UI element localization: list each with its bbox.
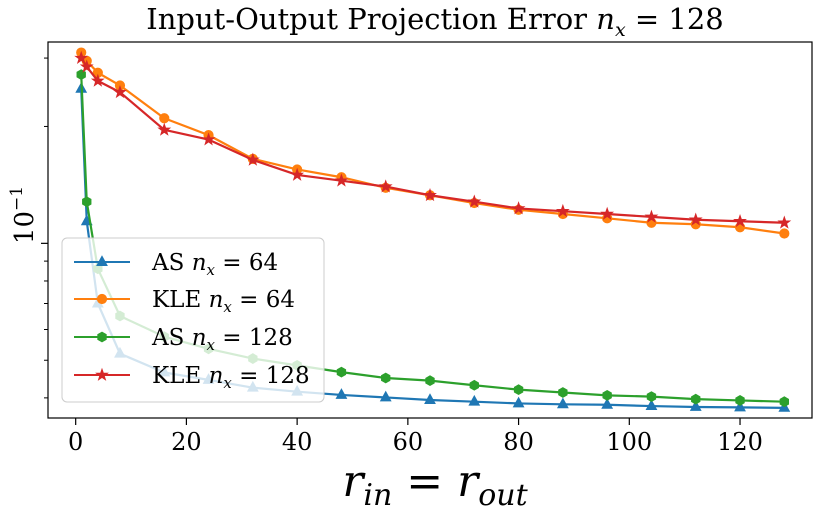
legend-box — [61, 237, 325, 403]
x-axis-label-sub1: in — [363, 478, 392, 513]
x-tick-label-100: 100 — [606, 428, 652, 456]
data-point-as-n-x-128-10 — [425, 375, 435, 387]
data-point-kle-n-x-64-18 — [779, 228, 790, 239]
x-tick-label-40: 40 — [282, 428, 313, 456]
x-axis-label: rin = rout — [342, 456, 528, 513]
series-kle-n-x-128 — [74, 50, 792, 229]
data-point-as-n-x-64-12 — [512, 396, 525, 408]
data-point-as-n-x-64-13 — [556, 397, 569, 409]
series-kle-n-x-64 — [76, 47, 790, 239]
legend-label-as-64: AS nx = 64 — [151, 250, 278, 279]
data-point-as-n-x-128-15 — [646, 391, 657, 403]
data-point-as-n-x-64-16 — [689, 400, 702, 411]
legend-marker-kle-64 — [96, 293, 108, 305]
data-point-as-n-x-64-15 — [645, 399, 658, 411]
axes-layer: 0 20 40 60 80 100 120 — [41, 41, 813, 456]
data-point-kle-n-x-128-0 — [74, 50, 89, 64]
plot-frame — [47, 41, 813, 419]
data-point-kle-n-x-128-16 — [688, 212, 703, 226]
legend-label-kle-128: KLE nx = 128 — [152, 363, 310, 392]
x-tick-label-20: 20 — [171, 428, 202, 456]
data-point-kle-n-x-128-8 — [334, 173, 349, 187]
data-point-kle-n-x-128-11 — [467, 194, 482, 208]
data-point-kle-n-x-128-4 — [157, 122, 172, 136]
series-line-kle-n-x-64 — [80, 51, 785, 235]
data-point-kle-n-x-128-12 — [511, 201, 526, 215]
chart-title-eq: = 128 — [626, 2, 724, 36]
data-point-kle-n-x-128-7 — [290, 167, 305, 181]
data-point-kle-n-x-128-6 — [245, 152, 260, 166]
data-point-kle-n-x-128-3 — [113, 84, 127, 99]
legend-marker-symbol-as-n-x-128 — [97, 331, 107, 343]
x-axis-label-sub2: out — [478, 478, 528, 513]
x-axis-label-r2: r — [457, 456, 481, 507]
data-point-as-n-x-128-9 — [381, 372, 391, 384]
data-point-as-n-x-64-14 — [601, 397, 614, 409]
x-tick-label-60: 60 — [393, 428, 424, 456]
data-point-as-n-x-128-1 — [82, 196, 92, 208]
legend-marker-symbol-kle-n-x-64 — [96, 293, 108, 305]
chart-title-text: Input-Output Projection Error — [146, 2, 596, 36]
chart-title: Input-Output Projection Error nx = 128 — [146, 2, 724, 41]
data-point-as-n-x-64-9 — [379, 390, 392, 402]
legend-marker-symbol-kle-n-x-128 — [95, 367, 109, 381]
x-tick-label-0: 0 — [68, 428, 83, 456]
data-point-kle-n-x-128-15 — [644, 209, 659, 223]
legend-label-as-128: AS nx = 128 — [151, 325, 293, 354]
data-point-as-n-x-64-17 — [734, 400, 746, 412]
x-tick-label-120: 120 — [717, 428, 763, 456]
data-point-as-n-x-64-8 — [335, 388, 348, 399]
legend-entry-as-128: AS nx = 128 — [74, 325, 293, 354]
data-point-as-n-x-128-14 — [602, 389, 612, 401]
data-point-kle-n-x-128-17 — [733, 213, 747, 228]
data-point-as-n-x-128-12 — [513, 384, 524, 396]
legend-marker-as-128 — [97, 331, 107, 343]
legend-marker-as-64 — [96, 255, 108, 266]
data-point-as-n-x-128-11 — [469, 379, 479, 391]
data-point-kle-n-x-128-10 — [423, 187, 437, 202]
y-axis-label-base: 10 — [10, 211, 40, 244]
legend-entry-as-64: AS nx = 64 — [74, 250, 278, 279]
legend-entry-kle-64: KLE nx = 64 — [74, 287, 295, 316]
legend-marker-kle-128 — [95, 367, 109, 381]
data-point-as-n-x-128-17 — [735, 395, 745, 406]
x-tick-label-80: 80 — [503, 428, 534, 456]
data-point-as-n-x-64-10 — [424, 393, 436, 404]
x-axis-label-eq: = — [392, 456, 457, 507]
data-point-as-n-x-64-11 — [468, 394, 481, 406]
data-point-kle-n-x-128-14 — [600, 206, 615, 220]
data-point-as-n-x-128-13 — [558, 387, 568, 398]
data-point-as-n-x-128-16 — [691, 393, 701, 405]
data-point-kle-n-x-128-1 — [79, 59, 94, 73]
legend-entry-kle-128: KLE nx = 128 — [74, 363, 310, 392]
legend-marker-symbol-as-n-x-64 — [96, 255, 108, 266]
legend: AS nx = 64 KLE nx = 64 AS nx = 128 KLE n… — [61, 237, 325, 403]
data-point-as-n-x-128-18 — [779, 396, 789, 408]
data-point-kle-n-x-128-18 — [777, 215, 792, 229]
x-axis-label-r1: r — [342, 456, 366, 507]
data-point-as-n-x-128-0 — [76, 69, 86, 81]
data-point-kle-n-x-64-4 — [159, 113, 170, 124]
legend-label-kle-64: KLE nx = 64 — [152, 287, 295, 316]
data-point-kle-n-x-128-13 — [555, 203, 570, 218]
data-point-kle-n-x-128-5 — [201, 132, 216, 146]
data-point-as-n-x-128-8 — [336, 366, 347, 378]
y-axis-label-exp: −1 — [7, 186, 27, 211]
y-axis-label: 10−1 — [7, 186, 40, 244]
chart-title-var: n — [596, 2, 615, 36]
data-point-kle-n-x-128-9 — [378, 179, 393, 193]
data-point-kle-n-x-128-2 — [90, 73, 105, 87]
chart-title-sub: x — [615, 19, 626, 41]
